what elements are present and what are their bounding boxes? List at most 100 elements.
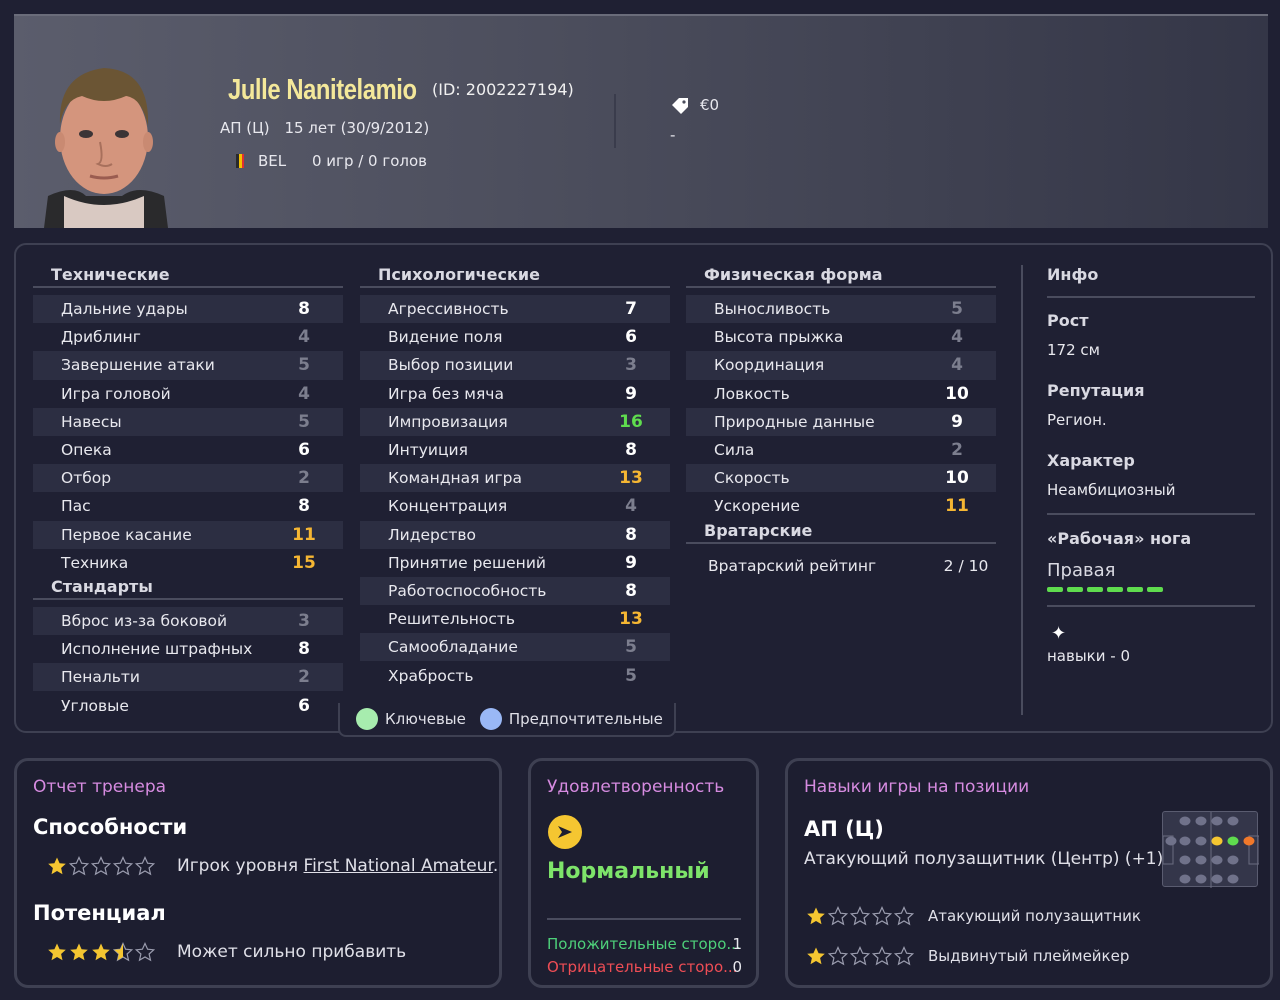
info-column: Инфо Рост 172 см Репутация Регион. Харак… — [1021, 245, 1271, 715]
ability-text-prefix: Игрок уровня — [177, 856, 304, 876]
attribute-name: Концентрация — [388, 497, 508, 516]
attribute-row[interactable]: Сила 2 — [686, 436, 996, 464]
attribute-name: Координация — [714, 356, 825, 375]
attribute-row[interactable]: Работоспособность 8 — [360, 576, 670, 606]
attribute-row[interactable]: Пенальти 2 — [33, 663, 343, 692]
potential-text: Может сильно прибавить — [177, 942, 407, 962]
attribute-row[interactable]: Игра головой 4 — [33, 380, 343, 408]
attribute-row[interactable]: Дриблинг 4 — [33, 323, 343, 351]
attribute-row[interactable]: Выбор позиции 3 — [360, 351, 670, 380]
attribute-name: Природные данные — [714, 412, 875, 431]
reputation-label: Репутация — [1047, 381, 1145, 400]
attribute-name: Работоспособность — [388, 581, 547, 600]
attribute-name: Техника — [61, 553, 129, 572]
technical-title: Технические — [33, 265, 343, 288]
star-icon — [48, 943, 66, 961]
attribute-name: Выносливость — [714, 300, 831, 319]
attribute-row[interactable]: Вброс из-за боковой 3 — [33, 606, 343, 636]
negative-aspects[interactable]: Отрицательные сторо... — [547, 958, 747, 976]
info-rule — [1047, 296, 1255, 298]
attribute-row[interactable]: Исполнение штрафных 8 — [33, 635, 343, 663]
foot-value: Правая — [1047, 560, 1116, 581]
attribute-value: 8 — [298, 496, 310, 517]
attribute-row[interactable]: Агрессивность 7 — [360, 295, 670, 324]
info-rule — [1047, 513, 1255, 515]
attribute-row[interactable]: Выносливость 5 — [686, 295, 996, 324]
attribute-name: Игра головой — [61, 384, 171, 403]
star-icon — [135, 942, 155, 962]
attribute-name: Высота прыжка — [714, 328, 844, 347]
attribute-row[interactable]: Командная игра 13 — [360, 464, 670, 493]
attribute-row[interactable]: Ловкость 10 — [686, 380, 996, 408]
attribute-name: Командная игра — [388, 469, 522, 488]
attribute-row[interactable]: Пас 8 — [33, 492, 343, 520]
attribute-value: 4 — [298, 327, 310, 348]
legend-key[interactable]: Ключевые — [385, 710, 466, 728]
attribute-row[interactable]: Отбор 2 — [33, 464, 343, 493]
attribute-row[interactable]: Импровизация 16 — [360, 407, 670, 436]
attribute-row[interactable]: Видение поля 6 — [360, 323, 670, 351]
attribute-value: 11 — [945, 496, 969, 517]
attribute-value: 10 — [945, 383, 969, 404]
attribute-row[interactable]: Скорость 10 — [686, 464, 996, 493]
star-icon — [135, 856, 155, 876]
star-icon — [872, 906, 892, 926]
satisfaction-title: Удовлетворенность — [547, 777, 725, 797]
attribute-row[interactable]: Решительность 13 — [360, 605, 670, 633]
attribute-value: 8 — [298, 299, 310, 320]
attribute-name: Сила — [714, 441, 755, 460]
player-portrait — [44, 68, 168, 228]
foot-strength-bar — [1047, 587, 1163, 592]
attribute-row[interactable]: Ускорение 11 — [686, 492, 996, 520]
attribute-value: 5 — [298, 355, 310, 376]
attribute-row[interactable]: Первое касание 11 — [33, 520, 343, 549]
attribute-row[interactable]: Угловые 6 — [33, 691, 343, 719]
attribute-name: Скорость — [714, 469, 790, 488]
attribute-row[interactable]: Техника 15 — [33, 549, 343, 577]
attribute-row[interactable]: Высота прыжка 4 — [686, 323, 996, 351]
foot-label: «Рабочая» нога — [1047, 529, 1192, 548]
player-nation[interactable]: BEL — [258, 152, 287, 170]
attribute-name: Дриблинг — [61, 328, 141, 347]
info-divider — [1021, 265, 1023, 715]
ability-stars — [47, 856, 155, 876]
header-divider — [614, 94, 616, 148]
attribute-name: Выбор позиции — [388, 356, 514, 375]
technical-list: Дальние удары 8 Дриблинг 4 Завершение атаки 5… — [33, 295, 343, 577]
height-value: 172 см — [1047, 341, 1100, 359]
league-link[interactable]: First National Amateur — [303, 856, 493, 876]
legend-preferred[interactable]: Предпочтительные — [508, 710, 663, 728]
attribute-row[interactable]: Храбрость 5 — [360, 661, 670, 689]
attribute-name: Ускорение — [714, 497, 800, 516]
attribute-row[interactable]: Завершение атаки 5 — [33, 351, 343, 380]
attribute-value: 2 — [298, 667, 310, 688]
coach-report-card: Отчет тренера Способности Игрок уровня F… — [14, 758, 502, 988]
attribute-row[interactable]: Координация 4 — [686, 351, 996, 380]
mental-column: Психологические Агрессивность 7 Видение по… — [360, 265, 670, 690]
mental-list: Агрессивность 7 Видение поля 6 Выбор позиции… — [360, 295, 670, 690]
attribute-row[interactable]: Опека 6 — [33, 436, 343, 464]
attribute-row[interactable]: Навесы 5 — [33, 407, 343, 436]
attribute-value: 13 — [619, 609, 643, 630]
attribute-value: 2 — [298, 468, 310, 489]
positive-aspects[interactable]: Положительные сторо... — [547, 935, 747, 953]
attribute-value: 8 — [625, 580, 637, 601]
flag-icon — [236, 154, 244, 168]
attribute-row[interactable]: Интуиция 8 — [360, 436, 670, 464]
attribute-row[interactable]: Лидерство 8 — [360, 520, 670, 549]
role-name: Выдвинутый плеймейкер — [928, 947, 1130, 965]
attribute-value: 3 — [625, 355, 637, 376]
attribute-row[interactable]: Концентрация 4 — [360, 492, 670, 520]
technical-column: Технические Дальние удары 8 Дриблинг 4 Завер… — [33, 265, 343, 720]
attribute-row[interactable]: Игра без мяча 9 — [360, 380, 670, 408]
attribute-value: 5 — [298, 411, 310, 432]
position-skills-card: Навыки игры на позиции АП (Ц) Атакующий … — [785, 758, 1273, 988]
attribute-row[interactable]: Дальние удары 8 — [33, 295, 343, 324]
attribute-row[interactable]: Принятие решений 9 — [360, 549, 670, 577]
attribute-row[interactable]: Природные данные 9 — [686, 407, 996, 436]
attribute-row[interactable]: Самообладание 5 — [360, 633, 670, 662]
satisfaction-status: Нормальный — [547, 859, 710, 884]
player-value: €0 — [700, 96, 720, 114]
star-icon — [113, 856, 133, 876]
attribute-name: Игра без мяча — [388, 384, 504, 403]
